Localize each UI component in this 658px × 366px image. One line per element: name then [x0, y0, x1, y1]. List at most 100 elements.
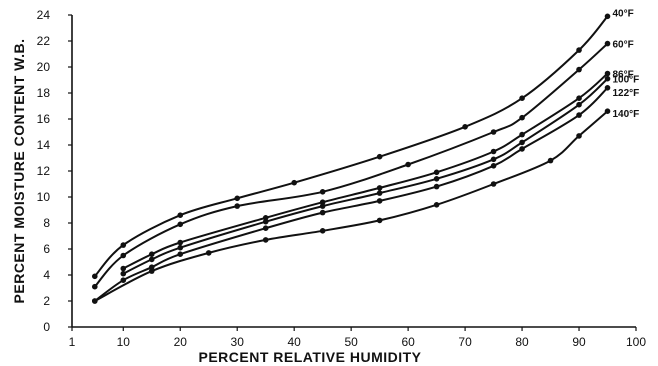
data-point: [490, 129, 497, 135]
data-point: [291, 179, 297, 186]
data-point: [490, 181, 497, 187]
x-tick-label: 40: [288, 335, 302, 349]
data-point: [177, 221, 184, 228]
data-point: [576, 112, 582, 118]
data-point: [319, 228, 326, 234]
data-point: [604, 70, 611, 77]
data-point: [376, 217, 383, 224]
data-point: [262, 237, 269, 243]
data-point: [519, 114, 525, 121]
data-point: [376, 190, 383, 196]
data-point: [576, 95, 582, 101]
data-point: [576, 66, 582, 73]
series-3: 100°F: [120, 75, 639, 277]
data-point: [120, 252, 127, 259]
series-label: 60°F: [613, 40, 634, 51]
y-tick-label: 24: [37, 8, 51, 22]
y-tick-label: 2: [43, 294, 50, 308]
series-label: 40°F: [613, 8, 634, 19]
data-point: [91, 298, 98, 304]
y-tick-label: 4: [43, 268, 50, 282]
data-point: [490, 148, 497, 155]
data-point: [234, 203, 241, 209]
x-tick-label: 1: [69, 335, 76, 349]
series-0: 40°F: [91, 8, 634, 280]
data-point: [604, 108, 611, 114]
series-4: 122°F: [91, 85, 640, 304]
data-point: [319, 199, 326, 205]
x-tick-label: 90: [572, 335, 586, 349]
y-tick-label: 14: [37, 138, 51, 152]
data-point: [433, 202, 440, 208]
data-point: [490, 156, 497, 163]
x-tick-label: 100: [626, 335, 646, 349]
data-point: [319, 189, 326, 195]
series-label: 86°F: [613, 70, 634, 81]
data-point: [433, 176, 440, 182]
data-point: [490, 163, 497, 169]
data-point: [604, 40, 611, 47]
x-ticks: 1 10 20 30 40 50 60 70 80 90 100: [69, 327, 646, 349]
data-point: [319, 209, 326, 216]
y-axis-title: PERCENT MOISTURE CONTENT W.B.: [11, 39, 27, 304]
data-point: [433, 183, 440, 190]
data-point: [547, 157, 554, 164]
y-tick-label: 18: [37, 86, 51, 100]
data-point: [177, 251, 184, 257]
data-point: [91, 273, 98, 280]
series-2: 86°F: [120, 70, 634, 272]
y-tick-label: 20: [37, 60, 51, 74]
data-point: [262, 218, 269, 225]
data-point: [576, 47, 582, 53]
data-point: [234, 195, 241, 202]
x-tick-label: 60: [401, 335, 415, 349]
data-point: [519, 146, 525, 152]
data-point: [120, 242, 127, 248]
series-line: [93, 15, 609, 278]
data-point: [576, 101, 582, 108]
series-label: 122°F: [613, 88, 640, 99]
data-point: [148, 268, 155, 274]
data-point: [604, 13, 611, 20]
data-point: [519, 139, 525, 146]
x-tick-label: 30: [231, 335, 245, 349]
data-point: [148, 251, 155, 257]
data-point: [433, 169, 440, 176]
data-point: [91, 283, 98, 290]
data-point: [205, 250, 212, 256]
data-point: [177, 244, 184, 251]
x-tick-label: 70: [458, 335, 472, 349]
data-point: [262, 225, 269, 231]
series-label: 140°F: [613, 109, 640, 120]
series-5: 140°F: [91, 108, 640, 304]
data-point: [319, 203, 326, 209]
y-tick-label: 10: [37, 190, 51, 204]
x-tick-label: 50: [344, 335, 358, 349]
series-line: [93, 42, 609, 288]
data-point: [177, 212, 184, 218]
data-point: [376, 185, 383, 191]
y-tick-label: 6: [43, 242, 50, 256]
data-point: [120, 277, 127, 284]
x-tick-label: 80: [515, 335, 529, 349]
x-axis-title: PERCENT RELATIVE HUMIDITY: [198, 349, 421, 365]
data-point: [177, 239, 184, 246]
data-point: [148, 256, 155, 263]
series-1: 60°F: [91, 40, 634, 290]
data-point: [519, 95, 525, 101]
data-point: [148, 264, 155, 271]
data-point: [576, 133, 582, 139]
data-point: [604, 85, 611, 91]
y-tick-label: 8: [43, 216, 50, 230]
data-point: [120, 265, 127, 272]
data-point: [604, 75, 611, 82]
data-point: [519, 131, 525, 138]
x-tick-label: 10: [117, 335, 131, 349]
y-tick-label: 12: [37, 164, 51, 178]
y-tick-label: 0: [43, 320, 50, 334]
data-point: [462, 124, 468, 130]
x-tick-label: 20: [174, 335, 188, 349]
